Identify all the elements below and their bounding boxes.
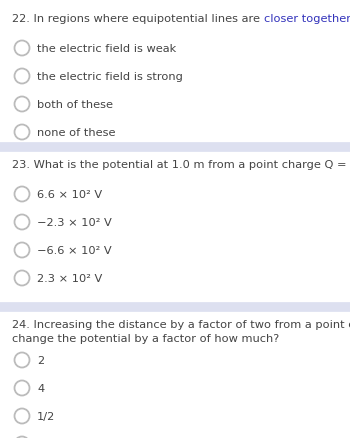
Text: change the potential by a factor of how much?: change the potential by a factor of how … [12,333,279,343]
Text: the electric field is weak: the electric field is weak [37,44,176,54]
Text: 24. Increasing the distance by a factor of two from a point charge: 24. Increasing the distance by a factor … [12,319,350,329]
Text: 22. In regions where equipotential lines are: 22. In regions where equipotential lines… [12,14,264,24]
Text: 4: 4 [37,383,44,393]
Text: both of these: both of these [37,100,113,110]
Text: closer together: closer together [264,14,350,24]
Text: 2: 2 [37,355,44,365]
Text: 1/2: 1/2 [37,411,55,421]
Text: −2.3 × 10² V: −2.3 × 10² V [37,218,112,227]
Text: the electric field is strong: the electric field is strong [37,72,183,82]
Text: −6.6 × 10² V: −6.6 × 10² V [37,245,112,255]
Text: 6.6 × 10² V: 6.6 × 10² V [37,190,102,200]
Text: none of these: none of these [37,128,116,138]
Text: 2.3 × 10² V: 2.3 × 10² V [37,273,102,283]
Text: 23. What is the potential at 1.0 m from a point charge Q = – 25 nC?: 23. What is the potential at 1.0 m from … [12,159,350,170]
